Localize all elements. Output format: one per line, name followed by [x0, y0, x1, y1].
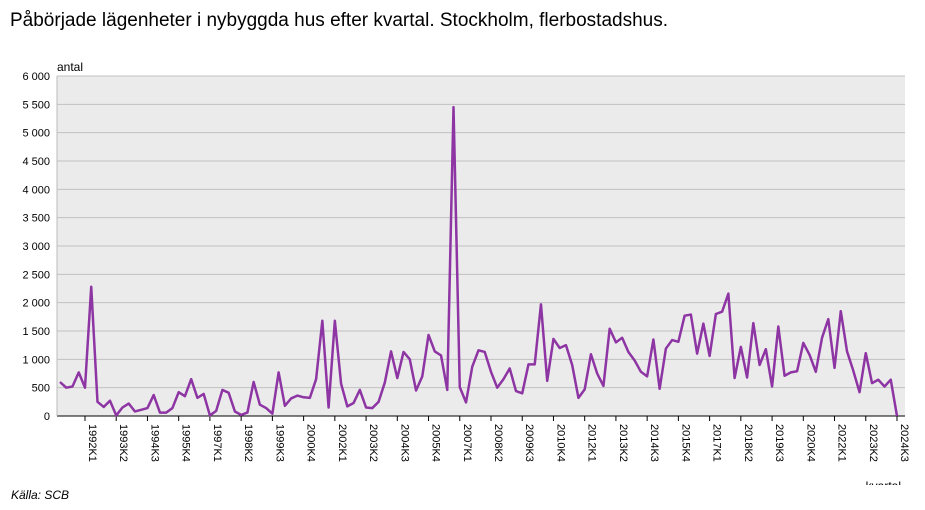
- y-tick-label: 1 000: [22, 354, 50, 366]
- x-tick-label: 2013K2: [617, 424, 629, 462]
- chart-title: Påbörjade lägenheter i nybyggda hus efte…: [10, 10, 668, 31]
- y-axis-title: antal: [57, 60, 83, 74]
- x-tick-label: 1995K4: [180, 424, 192, 462]
- x-tick-label: 2002K1: [336, 424, 348, 462]
- x-tick-label: 1997K1: [211, 424, 223, 462]
- x-tick-label: 2022K1: [836, 424, 848, 462]
- y-tick-label: 5 000: [22, 128, 50, 140]
- x-tick-label: 2015K4: [679, 424, 691, 462]
- y-tick-label: 0: [44, 411, 50, 423]
- source-note: Källa: SCB: [11, 488, 70, 502]
- x-tick-label: 2018K2: [742, 424, 754, 462]
- x-tick-label: 2017K1: [711, 424, 723, 462]
- x-tick-label: 2014K3: [648, 424, 660, 462]
- x-tick-label: 2007K1: [461, 424, 473, 462]
- x-tick-label: 2023K2: [867, 424, 879, 462]
- x-tick-label: 2005K4: [430, 424, 442, 462]
- x-tick-label: 2008K2: [492, 424, 504, 462]
- x-tick-label: 1992K1: [86, 424, 98, 462]
- x-tick-label: 1994K3: [148, 424, 160, 462]
- y-tick-label: 500: [32, 383, 50, 395]
- y-tick-label: 5 500: [22, 99, 50, 111]
- x-tick-label: 2009K3: [523, 424, 535, 462]
- x-tick-label: 2004K3: [398, 424, 410, 462]
- y-tick-label: 2 500: [22, 269, 50, 281]
- x-tick-label: 2020K4: [804, 424, 816, 462]
- gridlines: [57, 75, 905, 389]
- x-axis-ticks: 1992K1 1993K2 1994K3 1995K4 1997K1 1998K2 1999…: [84, 416, 910, 462]
- x-tick-label: 1998K2: [242, 424, 254, 462]
- y-axis-ticks: 0 500 1 000 1 500 2 000 2 500 3 000 3 500 4 000 4…: [22, 71, 50, 423]
- x-tick-label: 2010K4: [554, 424, 566, 462]
- y-tick-label: 4 500: [22, 156, 50, 168]
- x-tick-label: 2003K2: [367, 424, 379, 462]
- y-tick-label: 2 000: [22, 298, 50, 310]
- x-tick-label: 1993K2: [117, 424, 129, 462]
- x-tick-label: 2019K3: [773, 424, 785, 462]
- y-tick-label: 1 500: [22, 326, 50, 338]
- y-tick-label: 3 000: [22, 241, 50, 253]
- x-tick-label: 1999K3: [273, 424, 285, 462]
- x-tick-label: 2000K4: [305, 424, 317, 462]
- y-tick-label: 3 500: [22, 213, 50, 225]
- x-tick-label: 2024K3: [898, 424, 910, 462]
- series-line: [59, 105, 899, 417]
- y-tick-label: 6 000: [22, 71, 50, 83]
- y-tick-label: 4 000: [22, 184, 50, 196]
- line-chart: 0 500 1 000 1 500 2 000 2 500 3 000 3 500 4 000 4…: [22, 60, 910, 485]
- x-tick-label: 2012K1: [586, 424, 598, 462]
- x-axis-title: kvartal: [866, 479, 901, 485]
